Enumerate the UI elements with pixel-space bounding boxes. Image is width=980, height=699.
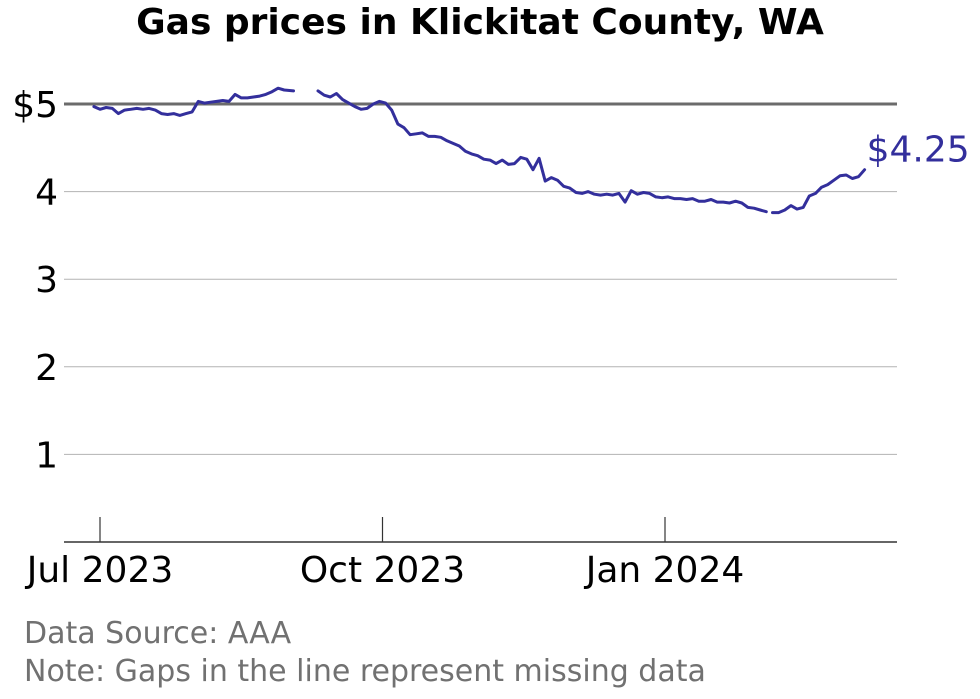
price-series [92,86,867,215]
y-tick-label: 3 [35,260,58,301]
series-line-segment [92,86,295,117]
y-tick-label: $5 [12,85,58,126]
data-source-note: Data Source: AAA [24,616,292,651]
x-tick-label: Oct 2023 [300,550,465,591]
y-tick-label: 2 [35,348,58,389]
gridlines [64,191,897,455]
x-tick-label: Jul 2023 [25,550,174,591]
series-line-segment [771,168,867,215]
end-value-label: $4.25 [867,130,970,171]
gaps-note: Note: Gaps in the line represent missing… [24,654,706,689]
y-tick-label: 1 [35,435,58,476]
x-tick-label: Jan 2024 [584,550,745,591]
x-axis-ticks: Jul 2023 Oct 2023 Jan 2024 [25,517,745,591]
y-tick-label: 4 [35,173,58,214]
y-axis-labels: 1 2 3 4 $5 [12,85,58,476]
series-line-segment [316,89,768,214]
chart-title: Gas prices in Klickitat County, WA [136,2,824,43]
